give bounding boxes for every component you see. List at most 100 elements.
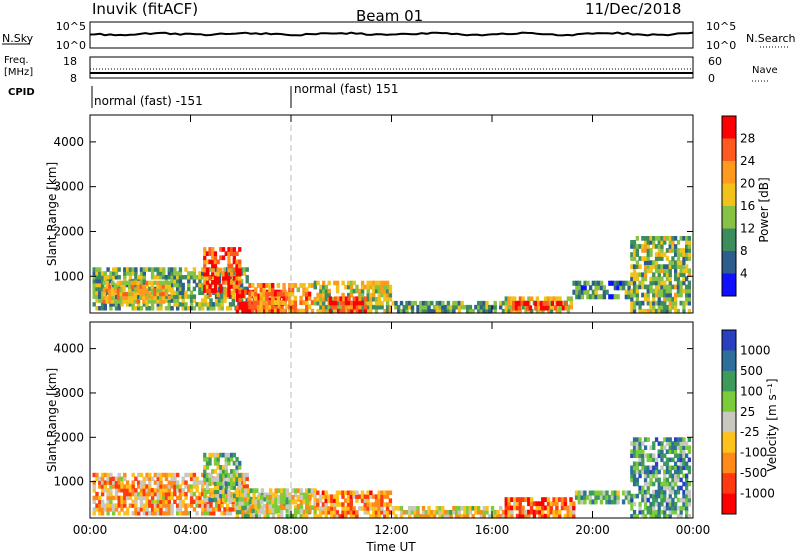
heatmap-cell: [377, 284, 381, 290]
heatmap-cell: [668, 260, 672, 265]
heatmap-cell: [630, 288, 634, 294]
heatmap-cell: [201, 267, 205, 272]
heatmap-cell: [335, 510, 340, 515]
heatmap-cell: [613, 280, 618, 286]
heatmap-cell: [130, 284, 135, 289]
heatmap-cell: [482, 510, 486, 515]
heatmap-cell: [507, 501, 511, 507]
heatmap-cell: [535, 308, 540, 314]
heatmap-cell: [227, 456, 231, 462]
heatmap-cell: [111, 280, 115, 285]
heatmap-cell: [120, 507, 124, 512]
heatmap-cell: [679, 236, 683, 241]
heatmap-cell: [660, 453, 664, 458]
heatmap-cell: [189, 495, 194, 501]
heatmap-cell: [616, 494, 620, 500]
heatmap-cell: [219, 473, 223, 478]
heatmap-cell: [307, 501, 312, 506]
heatmap-cell: [274, 492, 278, 498]
heatmap-cell: [274, 297, 279, 302]
heatmap-cell: [221, 473, 226, 478]
heatmap-cell: [238, 481, 242, 486]
heatmap-cell: [282, 505, 287, 511]
heatmap-cell: [635, 449, 639, 454]
heatmap-cell: [203, 280, 207, 285]
heatmap-cell: [181, 503, 185, 508]
heatmap-cell: [181, 511, 185, 516]
heatmap-cell: [641, 489, 645, 495]
heatmap-cell: [263, 492, 267, 498]
heatmap-cell: [679, 284, 683, 290]
heatmap-cell: [117, 480, 121, 485]
heatmap-cell: [566, 304, 571, 310]
heatmap-cell: [184, 484, 188, 489]
heatmap-cell: [676, 505, 681, 511]
heatmap-cell: [98, 476, 102, 481]
heatmap-cell: [665, 457, 670, 463]
heatmap-cell: [668, 292, 672, 298]
heatmap-cell: [192, 480, 197, 485]
heatmap-cell: [665, 481, 670, 487]
heatmap-cell: [100, 480, 105, 485]
heatmap-cell: [150, 290, 155, 295]
heatmap-cell: [216, 259, 220, 265]
heatmap-cell: [198, 302, 202, 307]
heatmap-cell: [355, 288, 359, 294]
heatmap-cell: [660, 240, 664, 245]
heatmap-cell: [355, 304, 359, 310]
heatmap-cell: [139, 499, 144, 504]
heatmap-cell: [105, 295, 109, 300]
heatmap-cell: [114, 480, 119, 485]
heatmap-cell: [546, 505, 551, 511]
heatmap-cell: [114, 503, 119, 508]
heatmap-cell: [657, 300, 661, 306]
heatmap-cell: [668, 445, 672, 450]
heatmap-cell: [145, 507, 149, 512]
heatmap-cell: [313, 496, 317, 502]
heatmap-cell: [159, 503, 163, 508]
heatmap-cell: [413, 514, 417, 519]
heatmap-cell: [624, 494, 629, 500]
heatmap-cell: [128, 271, 133, 276]
heatmap-cell: [211, 255, 215, 261]
heatmap-cell: [173, 278, 177, 284]
heatmap-cell: [346, 510, 351, 515]
heatmap-cell: [170, 480, 174, 485]
heatmap-cell: [279, 291, 283, 297]
heatmap-cell: [164, 476, 169, 481]
heatmap-cell: [685, 264, 689, 269]
heatmap-cell: [524, 497, 528, 502]
heatmap-cell: [145, 280, 149, 285]
heatmap-cell: [654, 465, 659, 471]
heatmap-cell: [164, 278, 169, 284]
heatmap-cell: [198, 495, 202, 501]
heatmap-cell: [630, 296, 634, 302]
heatmap-cell: [109, 503, 113, 508]
heatmap-cell: [564, 305, 568, 311]
heatmap-cell: [383, 292, 387, 298]
heatmap-cell: [319, 304, 323, 310]
heatmap-cell: [366, 498, 370, 503]
heatmap-cell: [643, 445, 648, 450]
heatmap-cell: [208, 497, 212, 503]
heatmap-cell: [383, 280, 387, 286]
heatmap-cell: [632, 481, 637, 487]
heatmap-cell: [299, 513, 303, 519]
heatmap-cell: [410, 506, 415, 511]
heatmap-cell: [201, 488, 205, 493]
heatmap-cell: [228, 511, 233, 516]
heatmap-cell: [128, 295, 132, 300]
heatmap-cell: [134, 271, 138, 276]
heatmap-cell: [145, 503, 149, 508]
heatmap-cell: [332, 502, 337, 507]
heatmap-cell: [671, 284, 675, 290]
heatmap-cell: [244, 301, 248, 306]
heatmap-cell: [265, 304, 269, 310]
heatmap-cell: [668, 465, 672, 471]
heatmap-cell: [532, 501, 537, 507]
heatmap-cell: [139, 306, 144, 311]
heatmap-cell: [355, 284, 359, 290]
heatmap-cell: [205, 259, 210, 265]
heatmap-cell: [674, 437, 678, 442]
